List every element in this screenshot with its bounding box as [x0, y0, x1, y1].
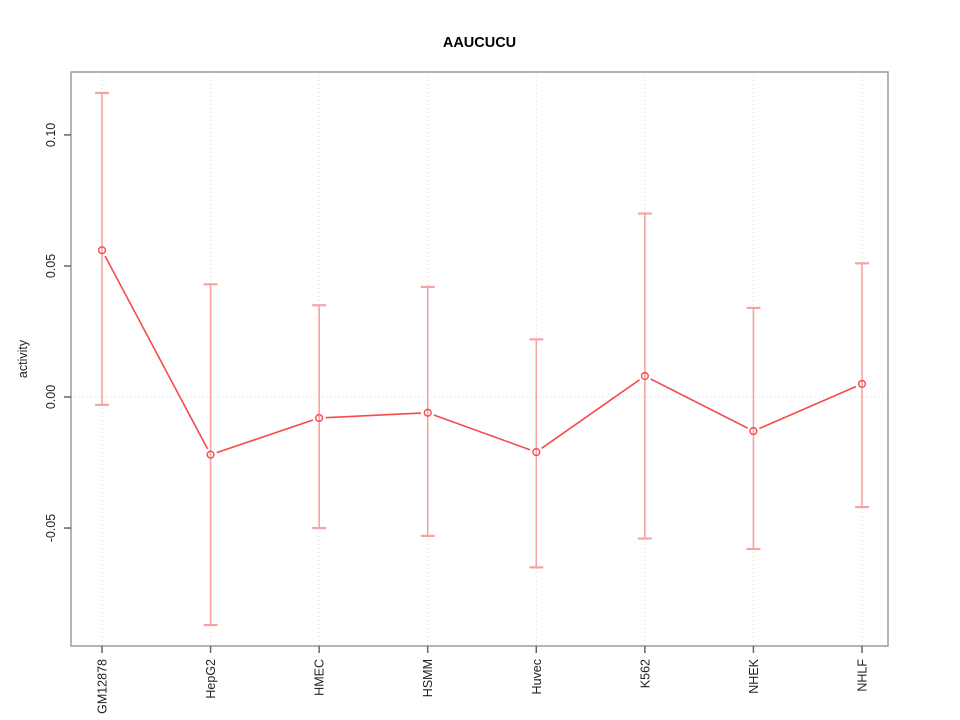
x-tick-label: HMEC	[313, 659, 327, 696]
y-tick-label: 0.10	[44, 123, 58, 147]
data-point	[97, 246, 107, 255]
data-point	[423, 408, 432, 417]
chart-layers: -0.05 0.00 0.05 0.10 GM12878 HepG2 HMEC HSMM Huv…	[44, 71, 889, 714]
data-point	[640, 371, 649, 381]
x-tick-label: HSMM	[421, 659, 435, 697]
data-point	[532, 447, 541, 457]
plot-border	[70, 71, 889, 647]
series-segment	[541, 379, 640, 449]
data-point	[749, 426, 758, 436]
series-segment	[433, 414, 531, 451]
x-tick-label: NHEK	[747, 658, 761, 693]
x-tick-label: HepG2	[204, 659, 218, 699]
x-tick-label: K562	[638, 659, 652, 688]
series-segment	[325, 412, 422, 419]
x-tick-label: GM12878	[96, 659, 110, 714]
series-segment	[650, 378, 748, 429]
series-segment	[759, 385, 857, 430]
y-tick-label: 0.00	[44, 385, 58, 409]
data-point	[206, 450, 215, 459]
y-tick-label: 0.05	[44, 254, 58, 278]
x-tick-label: NHLF	[856, 659, 870, 692]
chart-title: AAUCUCU	[443, 35, 516, 51]
series-segment	[104, 255, 209, 450]
y-tick-label: -0.05	[44, 514, 58, 543]
data-point	[315, 413, 324, 423]
y-axis-label: activity	[16, 339, 30, 378]
x-tick-label: Huvec	[530, 659, 544, 694]
series-segment	[216, 419, 314, 454]
data-point	[857, 379, 867, 388]
